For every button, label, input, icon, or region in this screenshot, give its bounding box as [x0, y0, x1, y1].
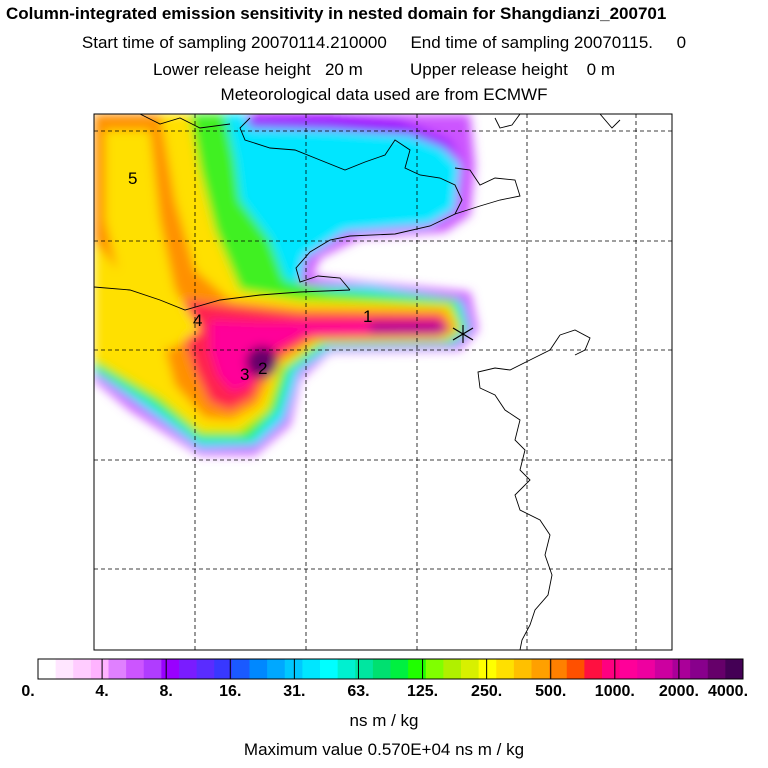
colorbar-swatch	[566, 659, 585, 679]
colorbar-swatch	[38, 659, 57, 679]
label-1: 1	[363, 307, 372, 326]
colorbar-swatch	[231, 659, 251, 679]
colorbar-swatch	[443, 659, 462, 679]
colorbar-swatch	[126, 659, 145, 679]
colorbar-swatch	[355, 659, 374, 679]
maximum-value: Maximum value 0.570E+04 ns m / kg	[243, 740, 525, 759]
colorbar-tick-label: 4.	[95, 683, 109, 700]
colorbar	[37, 658, 744, 680]
colorbar-swatch	[108, 659, 127, 679]
colorbar-swatch	[425, 659, 444, 679]
colorbar-swatch	[707, 659, 726, 679]
trajectory-labels: 1 2 3 4 5	[128, 169, 372, 384]
colorbar-swatch	[179, 659, 198, 679]
colorbar-swatch	[408, 659, 427, 679]
colorbar-swatch	[531, 659, 550, 679]
colorbar-swatch	[90, 659, 110, 679]
colorbar-swatch	[320, 659, 339, 679]
colorbar-swatch	[337, 659, 356, 679]
colorbar-tick-label: 250.	[471, 683, 503, 700]
colorbar-swatch	[637, 659, 656, 679]
colorbar-tick-label: 500.	[535, 683, 567, 700]
colorbar-tick-label: 63.	[347, 683, 370, 700]
coastlines	[94, 114, 621, 650]
label-3: 3	[240, 365, 249, 384]
lat-lon-grid	[94, 114, 672, 650]
colorbar-swatch	[284, 659, 303, 679]
star-icon	[452, 325, 474, 343]
colorbar-swatch	[249, 659, 268, 679]
colorbar-swatch	[55, 659, 74, 679]
colorbar-units: ns m / kg	[349, 711, 419, 730]
colorbar-tick-label: 125.	[406, 683, 439, 700]
sensitivity-field	[94, 114, 478, 455]
colorbar-swatch	[496, 659, 515, 679]
label-4: 4	[193, 311, 202, 330]
colorbar-swatch	[372, 659, 392, 679]
colorbar-swatch	[161, 659, 180, 679]
colorbar-swatch	[584, 659, 603, 679]
colorbar-swatch	[654, 659, 674, 679]
colorbar-swatch	[513, 659, 533, 679]
colorbar-swatch	[214, 659, 233, 679]
sampling-times: Start time of sampling 20070114.210000 E…	[81, 33, 687, 52]
colorbar-swatch	[73, 659, 92, 679]
colorbar-swatch	[672, 659, 691, 679]
colorbar-border	[37, 658, 744, 680]
colorbar-swatch	[725, 659, 744, 679]
colorbar-swatch	[390, 659, 409, 679]
colorbar-tick-label: 4000.	[707, 683, 749, 700]
colorbar-tick-label: 0.	[21, 683, 35, 700]
plot-title: Column-integrated emission sensitivity i…	[6, 4, 667, 23]
colorbar-tick-label: 2000.	[658, 683, 699, 700]
colorbar-tick-label: 8.	[159, 683, 173, 700]
colorbar-tick-label: 31.	[283, 683, 306, 700]
colorbar-tick-label: 16.	[219, 683, 242, 700]
colorbar-swatch	[302, 659, 321, 679]
colorbar-swatch	[143, 659, 162, 679]
met-data-source: Meteorological data used are from ECMWF	[220, 85, 548, 104]
map-frame	[93, 113, 673, 651]
label-2: 2	[258, 359, 267, 378]
release-heights: Lower release height 20 m Upper release …	[152, 60, 616, 79]
colorbar-swatch	[549, 659, 568, 679]
colorbar-swatch	[478, 659, 497, 679]
colorbar-swatch	[196, 659, 215, 679]
colorbar-tick-label: 1000.	[594, 683, 635, 700]
colorbar-swatch	[619, 659, 638, 679]
colorbar-swatch	[602, 659, 621, 679]
colorbar-swatch	[267, 659, 286, 679]
colorbar-swatch	[461, 659, 480, 679]
label-5: 5	[128, 169, 137, 188]
colorbar-swatch	[690, 659, 709, 679]
